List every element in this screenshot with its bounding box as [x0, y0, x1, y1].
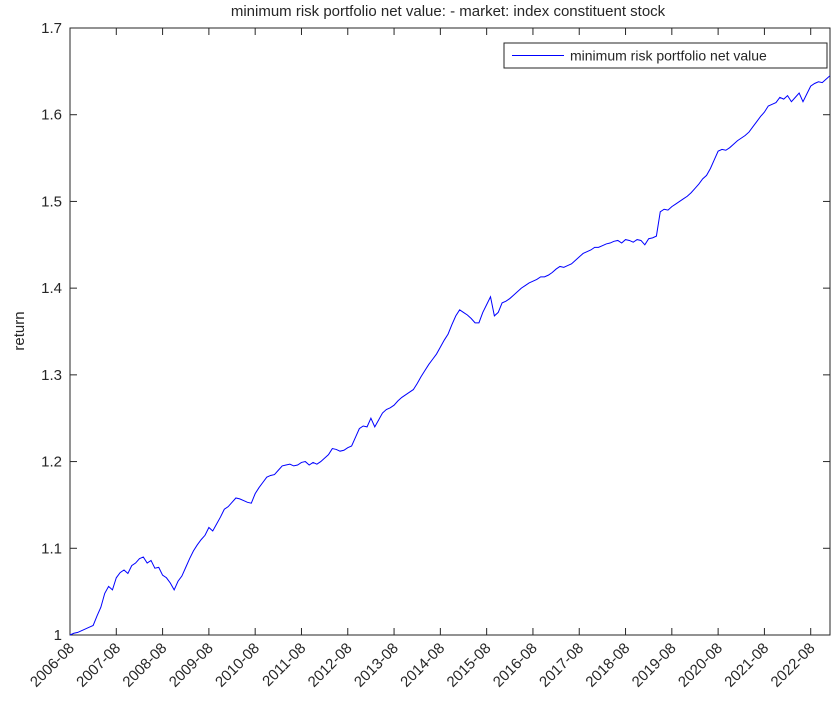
- x-tick-label: 2014-08: [397, 640, 448, 691]
- y-tick-label: 1.3: [41, 367, 62, 384]
- x-tick-label: 2016-08: [490, 640, 541, 691]
- x-tick-label: 2011-08: [259, 640, 309, 690]
- y-tick-label: 1: [54, 627, 62, 644]
- y-tick-label: 1.4: [41, 280, 62, 297]
- x-tick-label: 2021-08: [721, 640, 772, 691]
- x-tick-label: 2015-08: [444, 640, 495, 691]
- x-tick-label: 2012-08: [305, 640, 356, 691]
- y-tick-label: 1.1: [41, 540, 62, 557]
- x-tick-label: 2018-08: [582, 640, 633, 691]
- y-axis-label: return: [11, 311, 28, 350]
- y-tick-label: 1.6: [41, 107, 62, 124]
- x-tick-label: 2017-08: [536, 640, 587, 691]
- y-tick-label: 1.2: [41, 454, 62, 471]
- x-tick-label: 2010-08: [212, 640, 263, 691]
- x-tick-label: 2020-08: [675, 640, 726, 691]
- legend: minimum risk portfolio net value: [503, 42, 828, 69]
- x-tick-label: 2013-08: [351, 640, 402, 691]
- chart-title: minimum risk portfolio net value: - mark…: [231, 3, 666, 20]
- y-tick-label: 1.7: [41, 20, 62, 37]
- x-tick-label: 2022-08: [768, 640, 819, 691]
- plot-area: [69, 27, 831, 636]
- x-tick-label: 2006-08: [27, 640, 78, 691]
- x-tick-label: 2009-08: [166, 640, 217, 691]
- x-tick-label: 2007-08: [73, 640, 124, 691]
- x-tick-label: 2008-08: [119, 640, 170, 691]
- data-line: [69, 75, 831, 636]
- x-tick-label: 2019-08: [629, 640, 680, 691]
- legend-label: minimum risk portfolio net value: [570, 48, 767, 64]
- y-tick-label: 1.5: [41, 193, 62, 210]
